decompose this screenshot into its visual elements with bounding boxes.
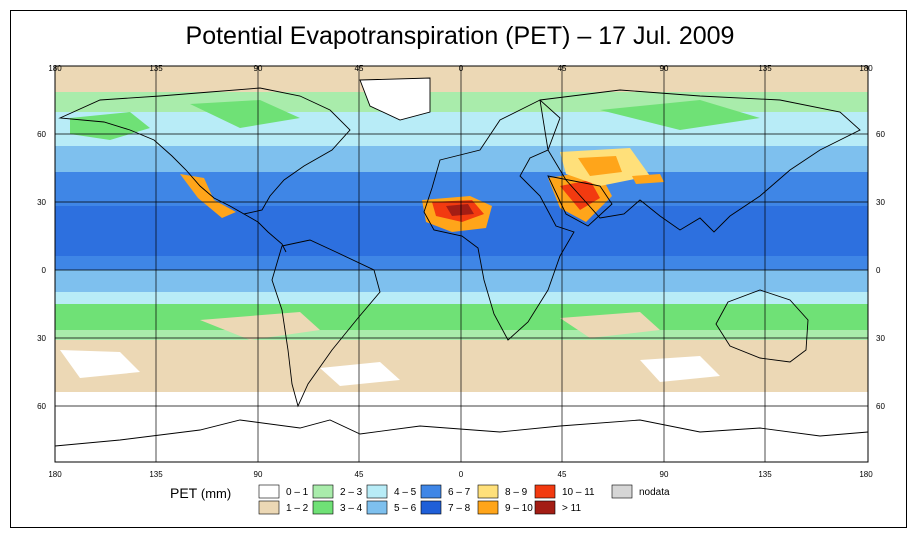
legend-label: 3 – 4 xyxy=(340,503,363,514)
pet-field xyxy=(55,66,868,462)
band-south-blue xyxy=(55,270,868,296)
band-south-green xyxy=(55,304,868,334)
north-america-outline xyxy=(58,87,351,215)
lat-tick-right: 30 xyxy=(876,334,885,343)
antarctica-outline xyxy=(55,419,868,447)
lon-tick-bottom: 180 xyxy=(859,470,873,479)
patch-green-north xyxy=(70,100,760,140)
lat-tick-right: 60 xyxy=(876,402,885,411)
legend-swatch xyxy=(534,500,556,515)
legend-swatch xyxy=(258,500,280,515)
band-antarctic-white xyxy=(55,392,868,462)
lat-tick-left: 30 xyxy=(37,198,46,207)
lat-ticks-right: 60 30 0 30 60 xyxy=(876,130,885,411)
lon-tick-top: 135 xyxy=(758,64,772,73)
lon-tick-bottom: 135 xyxy=(149,470,163,479)
patch-white-south xyxy=(60,350,720,386)
lon-tick-bottom: 0 xyxy=(459,470,464,479)
patch-beige-south xyxy=(200,312,660,340)
lat-tick-left: 0 xyxy=(42,266,47,275)
map-border xyxy=(54,65,869,463)
lon-tick-bottom: 90 xyxy=(254,470,263,479)
lon-tick-top: 45 xyxy=(355,64,364,73)
europe-africa-outline xyxy=(423,99,575,341)
legend-swatch xyxy=(312,484,334,499)
band-south-beige xyxy=(55,340,868,392)
legend: 0 – 1 1 – 2 2 – 3 3 – 4 4 – 5 5 – 6 6 – 7 7 – 8… xyxy=(258,484,670,515)
lon-tick-top: 90 xyxy=(660,64,669,73)
legend-label: 6 – 7 xyxy=(448,487,471,498)
lon-ticks-top: 180 135 90 45 0 45 90 135 180 xyxy=(48,64,873,73)
lon-tick-top: 180 xyxy=(48,64,62,73)
band-arctic-beige xyxy=(55,66,868,96)
legend-swatch xyxy=(366,484,388,499)
lat-tick-right: 0 xyxy=(876,266,881,275)
south-america-outline xyxy=(271,239,381,408)
lon-tick-top: 135 xyxy=(149,64,163,73)
lon-ticks-bottom: 180 135 90 45 0 45 90 135 180 xyxy=(48,470,873,479)
middle-east-hotspot-orange xyxy=(578,156,622,176)
central-asia-hotspot xyxy=(632,174,664,184)
lon-tick-bottom: 180 xyxy=(48,470,62,479)
lat-tick-right: 60 xyxy=(876,130,885,139)
lat-tick-left: 30 xyxy=(37,334,46,343)
arabia-outline xyxy=(547,175,613,227)
legend-title: PET (mm) xyxy=(170,485,231,501)
legend-label: 1 – 2 xyxy=(286,503,309,514)
australia-outline xyxy=(715,289,809,363)
graticule xyxy=(55,66,868,462)
lat-tick-left: 60 xyxy=(37,402,46,411)
lat-tick-left: 60 xyxy=(37,130,46,139)
central-america-outline xyxy=(243,213,287,253)
coastlines xyxy=(55,77,868,447)
lon-tick-top: 180 xyxy=(859,64,873,73)
lat-ticks-left: 60 30 0 30 60 xyxy=(37,130,46,411)
lon-tick-bottom: 45 xyxy=(355,470,364,479)
legend-swatch xyxy=(534,484,556,499)
asia-outline xyxy=(539,89,861,233)
sahara-hotspot-darkred xyxy=(446,204,474,216)
legend-swatch xyxy=(611,484,633,499)
lon-tick-bottom: 45 xyxy=(558,470,567,479)
lon-tick-top: 45 xyxy=(558,64,567,73)
legend-label: 8 – 9 xyxy=(505,487,528,498)
legend-swatch xyxy=(258,484,280,499)
greenland-outline xyxy=(359,77,431,121)
legend-label: 7 – 8 xyxy=(448,503,471,514)
lon-tick-top: 90 xyxy=(254,64,263,73)
legend-label: 10 – 11 xyxy=(562,487,595,498)
legend-label: > 11 xyxy=(562,503,581,514)
legend-label: 9 – 10 xyxy=(505,503,533,514)
map-title: Potential Evapotranspiration (PET) – 17 … xyxy=(185,22,735,50)
legend-label: nodata xyxy=(639,487,670,498)
legend-label: 5 – 6 xyxy=(394,503,417,514)
figure-frame xyxy=(10,10,907,528)
legend-unit: (mm) xyxy=(200,486,232,501)
legend-swatch xyxy=(312,500,334,515)
legend-label: 2 – 3 xyxy=(340,487,363,498)
sw-usa-hotspot xyxy=(180,174,236,218)
legend-label: 0 – 1 xyxy=(286,487,309,498)
legend-swatch xyxy=(420,484,442,499)
legend-swatch xyxy=(477,500,499,515)
legend-swatch xyxy=(477,484,499,499)
legend-label: 4 – 5 xyxy=(394,487,417,498)
lon-tick-bottom: 135 xyxy=(758,470,772,479)
legend-swatch xyxy=(420,500,442,515)
legend-title-text: PET xyxy=(170,485,197,501)
legend-swatch xyxy=(366,500,388,515)
lon-tick-bottom: 90 xyxy=(660,470,669,479)
lon-tick-top: 0 xyxy=(459,64,464,73)
lat-tick-right: 30 xyxy=(876,198,885,207)
